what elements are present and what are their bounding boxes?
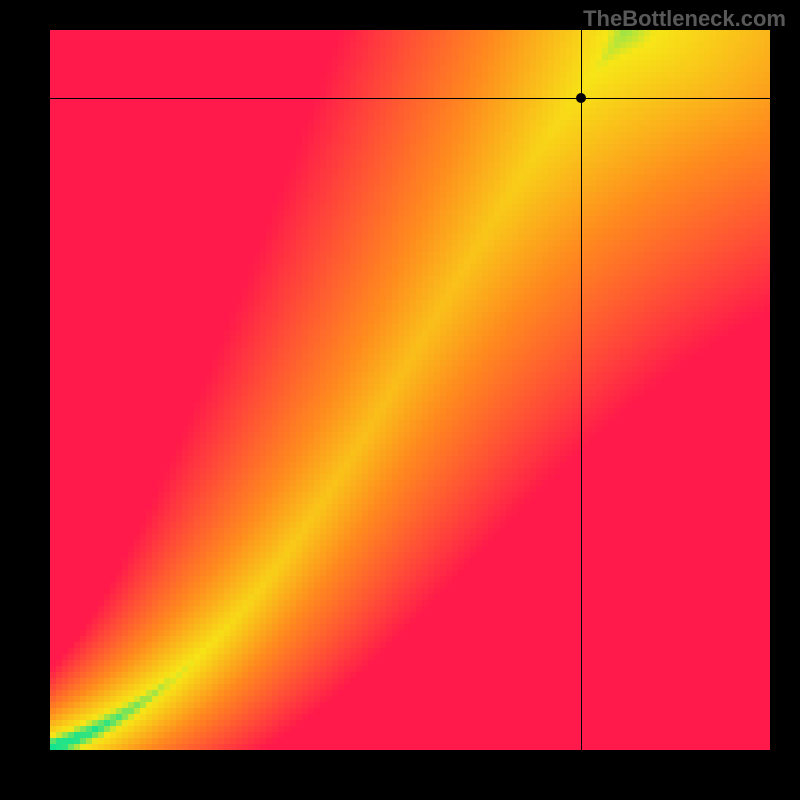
crosshair-vertical bbox=[581, 30, 582, 750]
heatmap-canvas bbox=[50, 30, 770, 750]
watermark-text: TheBottleneck.com bbox=[583, 6, 786, 32]
bottleneck-heatmap-plot bbox=[50, 30, 770, 750]
crosshair-horizontal bbox=[50, 98, 770, 99]
marker-dot bbox=[576, 93, 586, 103]
